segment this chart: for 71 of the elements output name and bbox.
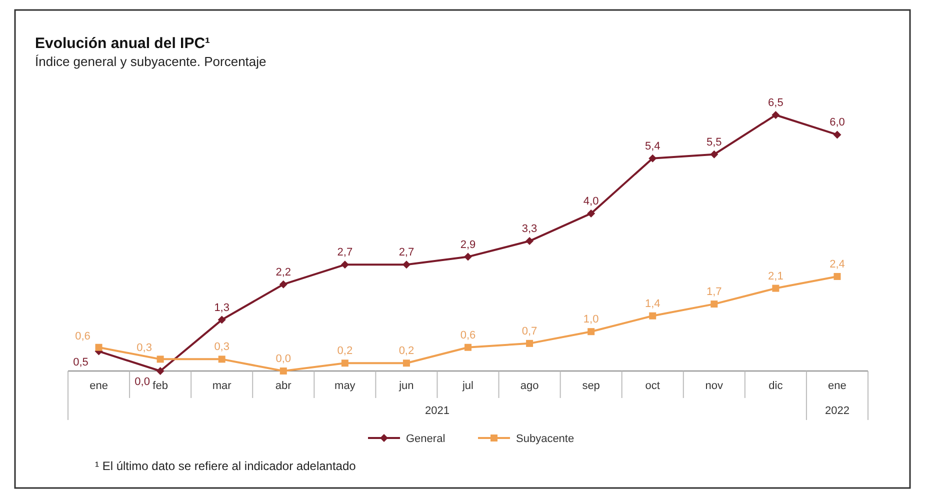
point bbox=[218, 356, 226, 363]
x-tick-label: feb bbox=[152, 380, 168, 392]
point bbox=[587, 209, 596, 218]
data-label: 0,6 bbox=[460, 329, 476, 342]
data-label: 0,3 bbox=[214, 341, 230, 354]
legend-label: Subyacente bbox=[516, 433, 574, 445]
data-label: 0,2 bbox=[398, 345, 414, 358]
x-tick-label: nov bbox=[705, 380, 724, 392]
data-label: 2,1 bbox=[768, 270, 784, 282]
x-tick-label: abr bbox=[275, 380, 292, 392]
legend-label: General bbox=[406, 433, 446, 445]
point bbox=[279, 280, 288, 288]
x-tick-label: jul bbox=[461, 380, 474, 392]
point bbox=[833, 130, 842, 139]
data-label: 1,0 bbox=[583, 314, 599, 326]
data-label: 0,6 bbox=[75, 330, 90, 342]
point bbox=[649, 312, 656, 320]
data-label: 0,3 bbox=[136, 342, 152, 354]
point bbox=[464, 344, 472, 351]
chart-title: Evolución anual del IPC¹ bbox=[35, 35, 210, 52]
data-label: 5,4 bbox=[644, 140, 660, 152]
x-tick-label: ene bbox=[828, 380, 846, 392]
point bbox=[402, 260, 410, 269]
data-label: 2,7 bbox=[337, 246, 353, 259]
data-label: 1,4 bbox=[644, 298, 660, 310]
data-label: 2,4 bbox=[830, 258, 845, 270]
point bbox=[280, 368, 287, 374]
point bbox=[156, 356, 164, 363]
data-label: 2,2 bbox=[276, 266, 292, 278]
x-tick-label: sep bbox=[582, 380, 600, 392]
x-tick-label: ago bbox=[520, 380, 539, 392]
point bbox=[834, 272, 841, 280]
data-label: 5,5 bbox=[706, 136, 722, 148]
point bbox=[710, 150, 718, 158]
text: 2022 bbox=[824, 405, 850, 417]
chart-subtitle: Índice general y subyacente. Porcentaje bbox=[35, 54, 266, 69]
data-label: 1,3 bbox=[214, 302, 230, 314]
point bbox=[526, 237, 534, 246]
point bbox=[402, 360, 410, 367]
data-label: 6,5 bbox=[768, 97, 784, 109]
data-label: 0,7 bbox=[522, 325, 538, 338]
text: ¹ El último dato se refiere al indicador adelantado bbox=[95, 459, 356, 473]
data-label: 2,7 bbox=[398, 246, 414, 259]
point bbox=[772, 284, 780, 292]
text: 2021 bbox=[424, 405, 450, 417]
point bbox=[218, 316, 226, 324]
data-label: 0,5 bbox=[73, 356, 88, 368]
point bbox=[340, 260, 349, 269]
x-tick-label: jun bbox=[398, 380, 414, 392]
x-tick-label: dic bbox=[768, 380, 784, 392]
data-label: 0,0 bbox=[276, 353, 292, 365]
data-label: 0,2 bbox=[337, 345, 353, 358]
point bbox=[156, 367, 164, 375]
point bbox=[464, 252, 472, 261]
point bbox=[526, 340, 534, 347]
data-label: 3,3 bbox=[522, 223, 538, 236]
x-tick-label: oct bbox=[645, 380, 660, 392]
x-tick-label: may bbox=[334, 380, 356, 392]
point bbox=[710, 300, 718, 308]
point bbox=[95, 344, 102, 351]
point bbox=[648, 154, 657, 162]
point bbox=[341, 360, 348, 367]
data-label: 4,0 bbox=[583, 195, 599, 208]
x-tick-label: ene bbox=[90, 380, 108, 392]
point bbox=[588, 328, 595, 336]
x-tick-label: mar bbox=[212, 380, 232, 392]
point bbox=[772, 111, 780, 119]
data-label: 6,0 bbox=[830, 116, 845, 129]
data-label: 0,0 bbox=[134, 376, 150, 388]
data-label: 1,7 bbox=[706, 286, 722, 298]
data-label: 2,9 bbox=[460, 238, 476, 251]
